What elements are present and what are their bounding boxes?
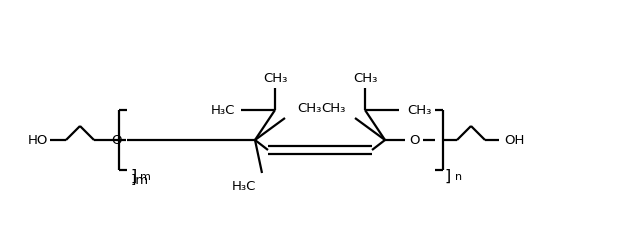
Text: CH₃: CH₃ [407,104,431,116]
Text: H₃C: H₃C [211,104,235,116]
Text: ]m: ]m [131,173,149,186]
Text: H₃C: H₃C [232,180,256,194]
Text: ]: ] [130,169,136,183]
Text: O: O [112,134,122,146]
Text: CH₃: CH₃ [297,102,321,114]
Text: n: n [455,172,462,182]
Text: m: m [140,172,151,182]
Text: CH₃: CH₃ [321,102,345,114]
Text: OH: OH [504,134,524,146]
Text: CH₃: CH₃ [263,72,287,84]
Text: O: O [409,134,419,146]
Text: CH₃: CH₃ [353,72,377,84]
Text: HO: HO [28,134,48,146]
Text: ]: ] [444,169,451,183]
